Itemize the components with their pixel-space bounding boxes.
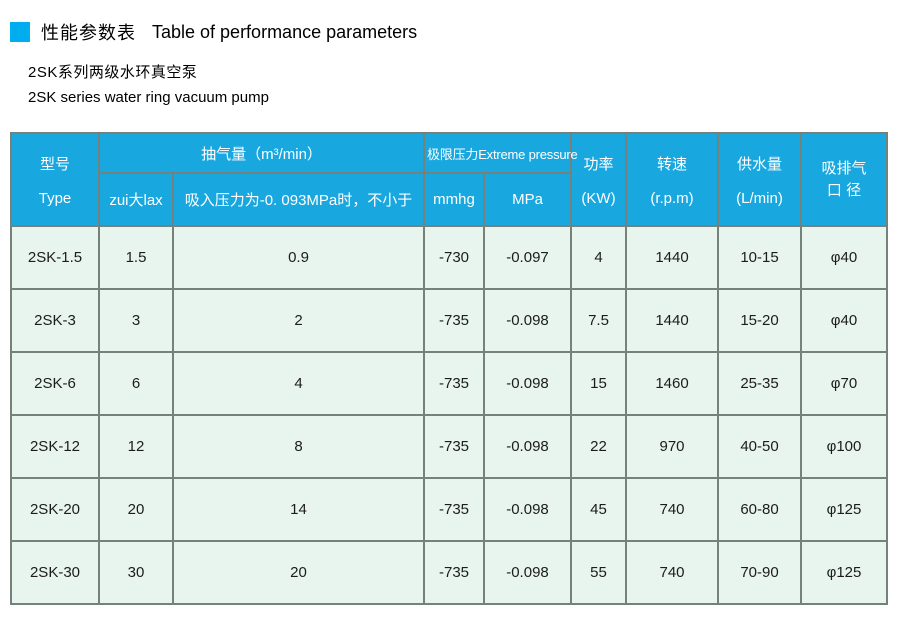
col-header-power: 功率 (KW) bbox=[570, 132, 627, 227]
value-cell: φ100 bbox=[800, 414, 888, 479]
value-cell: -0.098 bbox=[483, 351, 572, 416]
value-cell: 15 bbox=[570, 351, 627, 416]
value-cell: 45 bbox=[570, 477, 627, 542]
col-header-unit-mpa: MPa bbox=[483, 172, 572, 227]
col-header-water-supply: 供水量 (L/min) bbox=[717, 132, 802, 227]
page-title-en: Table of performance parameters bbox=[152, 21, 418, 42]
value-cell: -735 bbox=[423, 477, 485, 542]
table-row: 2SK-12 12 8 -735 -0.098 22 970 40-50 φ100 bbox=[10, 414, 888, 479]
value-cell: 3 bbox=[98, 288, 174, 353]
table-row: 2SK-30 30 20 -735 -0.098 55 740 70-90 φ125 bbox=[10, 540, 888, 605]
value-cell: φ125 bbox=[800, 477, 888, 542]
table-row: 2SK-3 3 2 -735 -0.098 7.5 1440 15-20 φ40 bbox=[10, 288, 888, 353]
model-cell: 2SK-6 bbox=[10, 351, 100, 416]
performance-parameters-table: 型号 Type 抽气量（m³/min） 极限压力Extreme pressure… bbox=[10, 132, 888, 605]
section-marker-icon bbox=[10, 22, 30, 42]
value-cell: 55 bbox=[570, 540, 627, 605]
col-header-unit-mmhg: mmhg bbox=[423, 172, 485, 227]
table-row: 2SK-6 6 4 -735 -0.098 15 1460 25-35 φ70 bbox=[10, 351, 888, 416]
value-cell: 30 bbox=[98, 540, 174, 605]
value-cell: -730 bbox=[423, 225, 485, 290]
value-cell: 1460 bbox=[625, 351, 719, 416]
value-cell: 25-35 bbox=[717, 351, 802, 416]
col-header-port-line1: 吸排气 bbox=[821, 159, 867, 177]
col-header-pumping-capacity: 抽气量（m³/min） bbox=[98, 132, 425, 174]
col-header-water-zh: 供水量 bbox=[736, 155, 782, 173]
value-cell: -0.097 bbox=[483, 225, 572, 290]
page-title: 性能参数表 Table of performance parameters bbox=[10, 19, 900, 45]
value-cell: 2 bbox=[172, 288, 425, 353]
value-cell: 1440 bbox=[625, 288, 719, 353]
value-cell: 22 bbox=[570, 414, 627, 479]
value-cell: -735 bbox=[423, 288, 485, 353]
value-cell: 60-80 bbox=[717, 477, 802, 542]
model-cell: 2SK-1.5 bbox=[10, 225, 100, 290]
value-cell: -0.098 bbox=[483, 414, 572, 479]
model-cell: 2SK-20 bbox=[10, 477, 100, 542]
value-cell: 10-15 bbox=[717, 225, 802, 290]
value-cell: 14 bbox=[172, 477, 425, 542]
series-subtitle-zh: 2SK系列两级水环真空泵 bbox=[28, 64, 198, 81]
value-cell: φ40 bbox=[800, 225, 888, 290]
value-cell: -0.098 bbox=[483, 540, 572, 605]
table-body: 2SK-1.5 1.5 0.9 -730 -0.097 4 1440 10-15 φ40 2SK-… bbox=[10, 225, 888, 605]
value-cell: φ70 bbox=[800, 351, 888, 416]
value-cell: 12 bbox=[98, 414, 174, 479]
value-cell: -735 bbox=[423, 540, 485, 605]
value-cell: -735 bbox=[423, 351, 485, 416]
value-cell: -0.098 bbox=[483, 288, 572, 353]
col-header-port-line2: 口 径 bbox=[826, 181, 862, 199]
value-cell: 20 bbox=[98, 477, 174, 542]
value-cell: -735 bbox=[423, 414, 485, 479]
value-cell: -0.098 bbox=[483, 477, 572, 542]
value-cell: 15-20 bbox=[717, 288, 802, 353]
col-header-power-zh: 功率 bbox=[583, 155, 614, 173]
col-header-model-en: Type bbox=[38, 189, 72, 207]
value-cell: φ125 bbox=[800, 540, 888, 605]
value-cell: 740 bbox=[625, 477, 719, 542]
value-cell: 740 bbox=[625, 540, 719, 605]
value-cell: 40-50 bbox=[717, 414, 802, 479]
col-header-speed-zh: 转速 bbox=[656, 155, 687, 173]
table-row: 2SK-20 20 14 -735 -0.098 45 740 60-80 φ125 bbox=[10, 477, 888, 542]
col-header-water-unit: (L/min) bbox=[736, 189, 783, 207]
table-row: 2SK-1.5 1.5 0.9 -730 -0.097 4 1440 10-15 φ40 bbox=[10, 225, 888, 290]
col-header-pumping-condition: 吸入压力为-0. 093MPa时，不小于 bbox=[172, 172, 425, 227]
value-cell: 4 bbox=[570, 225, 627, 290]
model-cell: 2SK-30 bbox=[10, 540, 100, 605]
col-header-port-diameter: 吸排气 口 径 bbox=[800, 132, 888, 227]
model-cell: 2SK-3 bbox=[10, 288, 100, 353]
col-header-pumping-max: zui大lax bbox=[98, 172, 174, 227]
series-subtitle-en: 2SK series water ring vacuum pump bbox=[28, 89, 269, 106]
col-header-speed: 转速 (r.p.m) bbox=[625, 132, 719, 227]
value-cell: 1440 bbox=[625, 225, 719, 290]
page-title-zh: 性能参数表 bbox=[41, 23, 136, 43]
value-cell: 7.5 bbox=[570, 288, 627, 353]
value-cell: φ40 bbox=[800, 288, 888, 353]
value-cell: 70-90 bbox=[717, 540, 802, 605]
col-header-model-zh: 型号 bbox=[39, 155, 70, 173]
value-cell: 6 bbox=[98, 351, 174, 416]
value-cell: 1.5 bbox=[98, 225, 174, 290]
value-cell: 4 bbox=[172, 351, 425, 416]
value-cell: 20 bbox=[172, 540, 425, 605]
value-cell: 8 bbox=[172, 414, 425, 479]
col-header-model: 型号 Type bbox=[10, 132, 100, 227]
col-header-power-unit: (KW) bbox=[581, 189, 616, 207]
col-header-extreme-pressure: 极限压力Extreme pressure bbox=[423, 132, 578, 174]
value-cell: 970 bbox=[625, 414, 719, 479]
value-cell: 0.9 bbox=[172, 225, 425, 290]
col-header-speed-unit: (r.p.m) bbox=[650, 189, 694, 207]
model-cell: 2SK-12 bbox=[10, 414, 100, 479]
